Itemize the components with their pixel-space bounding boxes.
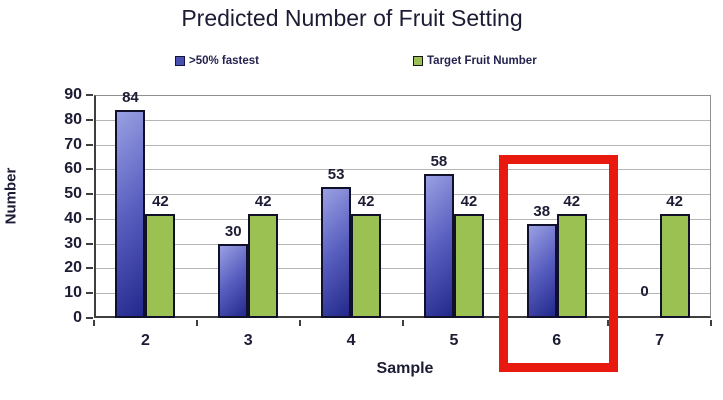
y-tick-label: 60 [64, 160, 82, 178]
bar-fastest [218, 243, 249, 318]
gridline [96, 194, 710, 196]
bar-fastest [115, 109, 146, 318]
x-axis-title: Sample [376, 360, 434, 377]
x-tick-mark [195, 320, 198, 326]
y-tick-label: 30 [64, 234, 82, 252]
data-label-fastest: 30 [224, 222, 242, 240]
data-label-target: 42 [666, 192, 683, 210]
y-tick-mark [86, 143, 93, 146]
y-tick-label: 10 [64, 284, 82, 302]
y-tick-label: 40 [64, 209, 82, 227]
gridline [96, 293, 710, 295]
y-axis-title: Number [2, 167, 20, 225]
data-label-target: 42 [254, 192, 272, 210]
chart-title: Predicted Number of Fruit Setting [181, 5, 523, 31]
legend-item-target: Target Fruit Number [413, 54, 537, 67]
bar-target [556, 213, 587, 318]
y-tick-mark [86, 292, 93, 295]
x-tick-mark [93, 320, 95, 326]
y-tick-mark [86, 317, 93, 319]
gridline [96, 144, 710, 146]
highlight-rectangle [498, 155, 618, 372]
x-tick-mark [298, 320, 301, 326]
x-tick-label: 4 [346, 332, 356, 349]
y-tick-mark [86, 267, 93, 270]
y-tick-label: 0 [73, 309, 82, 326]
legend-label: >50% fastest [189, 54, 259, 67]
bar-fastest [321, 186, 352, 318]
y-tick-label: 50 [64, 185, 82, 203]
bar-fastest [423, 174, 454, 318]
gridline [96, 169, 710, 171]
bar-target [248, 213, 279, 318]
bar-fastest [526, 223, 557, 318]
y-tick-mark [86, 168, 93, 171]
y-tick-label: 90 [64, 86, 82, 103]
gridline [96, 119, 710, 121]
y-tick-mark [86, 217, 93, 220]
data-label-target: 42 [152, 192, 169, 210]
gridline [96, 218, 710, 220]
x-tick-mark [710, 320, 712, 326]
gridline [96, 243, 710, 245]
data-label-fastest: 0 [640, 283, 649, 300]
x-tick-label: 7 [655, 332, 665, 349]
y-tick-mark [86, 242, 93, 245]
y-tick-mark [86, 118, 93, 121]
legend-swatch-blue-icon [175, 55, 185, 66]
x-tick-mark [401, 320, 404, 326]
legend-label: Target Fruit Number [427, 54, 537, 67]
gridline [96, 268, 710, 270]
legend-swatch-green-icon [413, 55, 423, 66]
data-label-fastest: 84 [122, 88, 139, 106]
y-tick-mark [86, 94, 93, 96]
x-tick-mark [607, 320, 610, 326]
y-tick-label: 20 [64, 259, 82, 277]
bar-target [351, 213, 382, 318]
x-tick-label: 6 [552, 332, 562, 349]
bar-target [145, 213, 176, 318]
data-label-target: 42 [460, 192, 478, 210]
data-label-target: 42 [563, 192, 581, 210]
bar-target [453, 213, 484, 318]
y-tick-label: 70 [64, 135, 82, 153]
data-label-fastest: 58 [430, 153, 448, 171]
y-tick-mark [86, 193, 93, 196]
x-tick-label: 3 [243, 332, 253, 349]
data-label-fastest: 53 [327, 165, 345, 183]
x-tick-label: 5 [449, 332, 459, 349]
plot-area [94, 95, 711, 318]
x-tick-label: 2 [140, 332, 150, 349]
legend-item-fastest: >50% fastest [175, 54, 259, 67]
data-label-fastest: 38 [533, 202, 551, 220]
data-label-target: 42 [357, 192, 375, 210]
bar-target [659, 213, 690, 318]
y-tick-label: 80 [64, 110, 82, 128]
